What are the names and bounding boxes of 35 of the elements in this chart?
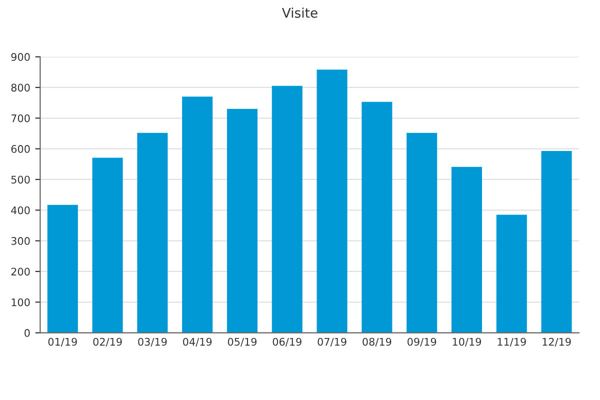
bar [272,86,302,333]
x-tick-label: 04/19 [183,338,212,347]
x-tick-label: 10/19 [452,338,482,347]
y-tick-label: 400 [11,206,30,214]
bar [316,70,348,333]
y-tick-label: 600 [11,145,30,153]
bar [226,108,258,333]
x-tick-label: 08/19 [362,338,392,347]
x-tick-label: 06/19 [272,338,302,347]
chart-title: Visite [282,8,318,18]
x-tick-label: 12/19 [542,338,571,347]
bar [541,150,572,333]
x-tick-label: 11/19 [498,338,526,347]
bar [182,96,213,333]
x-tick-label: 05/19 [228,338,257,347]
y-tick-label: 700 [11,114,30,122]
bar [406,132,438,333]
x-tick-label: 02/19 [93,338,122,347]
x-tick-label: 01/19 [48,338,77,347]
y-tick-label: 500 [11,176,30,184]
bar [137,132,168,333]
y-tick-label: 800 [11,84,30,92]
bar [362,102,392,333]
bar [92,158,123,333]
x-tick-label: 07/19 [318,338,346,347]
y-tick-label: 0 [24,329,30,337]
bar [451,166,482,333]
y-tick-label: 200 [11,268,30,276]
bar [496,214,527,333]
x-tick-label: 03/19 [138,338,167,347]
y-tick-label: 900 [11,53,30,61]
bar [47,204,78,333]
y-tick-label: 100 [12,298,30,306]
y-tick-label: 300 [11,237,30,245]
x-tick-label: 09/19 [408,338,436,347]
